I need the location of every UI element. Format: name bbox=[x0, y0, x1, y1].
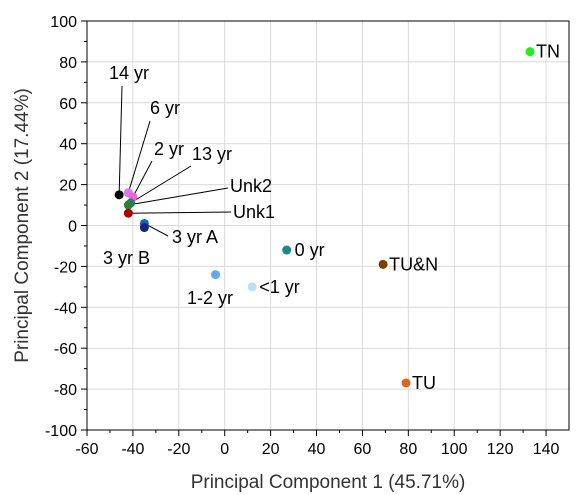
point-label: Unk2 bbox=[230, 176, 272, 196]
label-leader-line bbox=[132, 160, 153, 198]
point-label: 1-2 yr bbox=[187, 288, 233, 308]
x-tick-label: -60 bbox=[75, 441, 98, 458]
x-tick-label: -40 bbox=[121, 441, 144, 458]
point-labels: TN 14 yr6 yr 2 yr 13 yr Unk2 Unk1 3 yr A 3 yr B… bbox=[103, 42, 560, 393]
point-label: <1 yr bbox=[259, 277, 300, 297]
label-leader-line bbox=[128, 187, 229, 206]
point-label: 0 yr bbox=[295, 240, 325, 260]
grid-lines bbox=[86, 20, 569, 431]
x-tick-label: 80 bbox=[399, 441, 417, 458]
y-tick-label: -60 bbox=[54, 341, 77, 358]
point-label: TU&N bbox=[389, 254, 438, 274]
data-points bbox=[114, 47, 535, 388]
data-point bbox=[123, 208, 133, 218]
x-tick-label: 40 bbox=[308, 441, 326, 458]
y-tick-label: 60 bbox=[59, 96, 77, 113]
y-tick-label: 100 bbox=[50, 14, 77, 31]
point-label: Unk1 bbox=[233, 202, 275, 222]
data-point bbox=[378, 259, 388, 269]
y-tick-label: 40 bbox=[59, 137, 77, 154]
axis-ticks bbox=[81, 20, 547, 436]
data-point bbox=[114, 190, 124, 200]
point-label: 2 yr bbox=[154, 139, 184, 159]
x-tick-label: 120 bbox=[487, 441, 514, 458]
data-point bbox=[211, 270, 221, 280]
point-label: 14 yr bbox=[109, 63, 149, 83]
tick-labels: -60 -40 -20 0 20 40 60 80 100 120 140 -100 -80 -60 -40… bbox=[45, 14, 560, 458]
label-leader-line bbox=[130, 165, 192, 204]
x-tick-label: 0 bbox=[220, 441, 229, 458]
point-label: 3 yr A bbox=[172, 227, 218, 247]
data-point bbox=[139, 223, 149, 233]
data-point bbox=[123, 200, 133, 210]
label-leader-line bbox=[118, 85, 123, 195]
x-tick-label: 60 bbox=[354, 441, 372, 458]
point-label: 6 yr bbox=[150, 98, 180, 118]
data-point bbox=[401, 378, 411, 388]
y-tick-label: 0 bbox=[68, 219, 77, 236]
label-leader-line bbox=[127, 120, 151, 193]
point-label: TN bbox=[536, 42, 560, 62]
y-tick-label: -20 bbox=[54, 259, 77, 276]
x-tick-label: -20 bbox=[167, 441, 190, 458]
y-tick-label: -100 bbox=[45, 423, 77, 440]
data-point bbox=[282, 245, 292, 255]
y-tick-label: 80 bbox=[59, 55, 77, 72]
data-point bbox=[247, 282, 257, 292]
x-tick-label: 20 bbox=[262, 441, 280, 458]
label-leader-lines bbox=[118, 85, 232, 237]
point-label: 3 yr B bbox=[103, 248, 150, 268]
x-axis-title: Principal Component 1 (45.71%) bbox=[191, 472, 466, 493]
x-tick-label: 100 bbox=[441, 441, 468, 458]
y-tick-label: -40 bbox=[54, 300, 77, 317]
y-axis-title: Principal Component 2 (17.44%) bbox=[12, 88, 33, 363]
y-tick-label: -80 bbox=[54, 382, 77, 399]
label-leader-line bbox=[128, 211, 232, 214]
y-tick-label: 20 bbox=[59, 178, 77, 195]
data-point bbox=[525, 47, 535, 57]
point-label: TU bbox=[412, 373, 436, 393]
x-tick-label: 140 bbox=[533, 441, 560, 458]
point-label: 13 yr bbox=[192, 144, 232, 164]
